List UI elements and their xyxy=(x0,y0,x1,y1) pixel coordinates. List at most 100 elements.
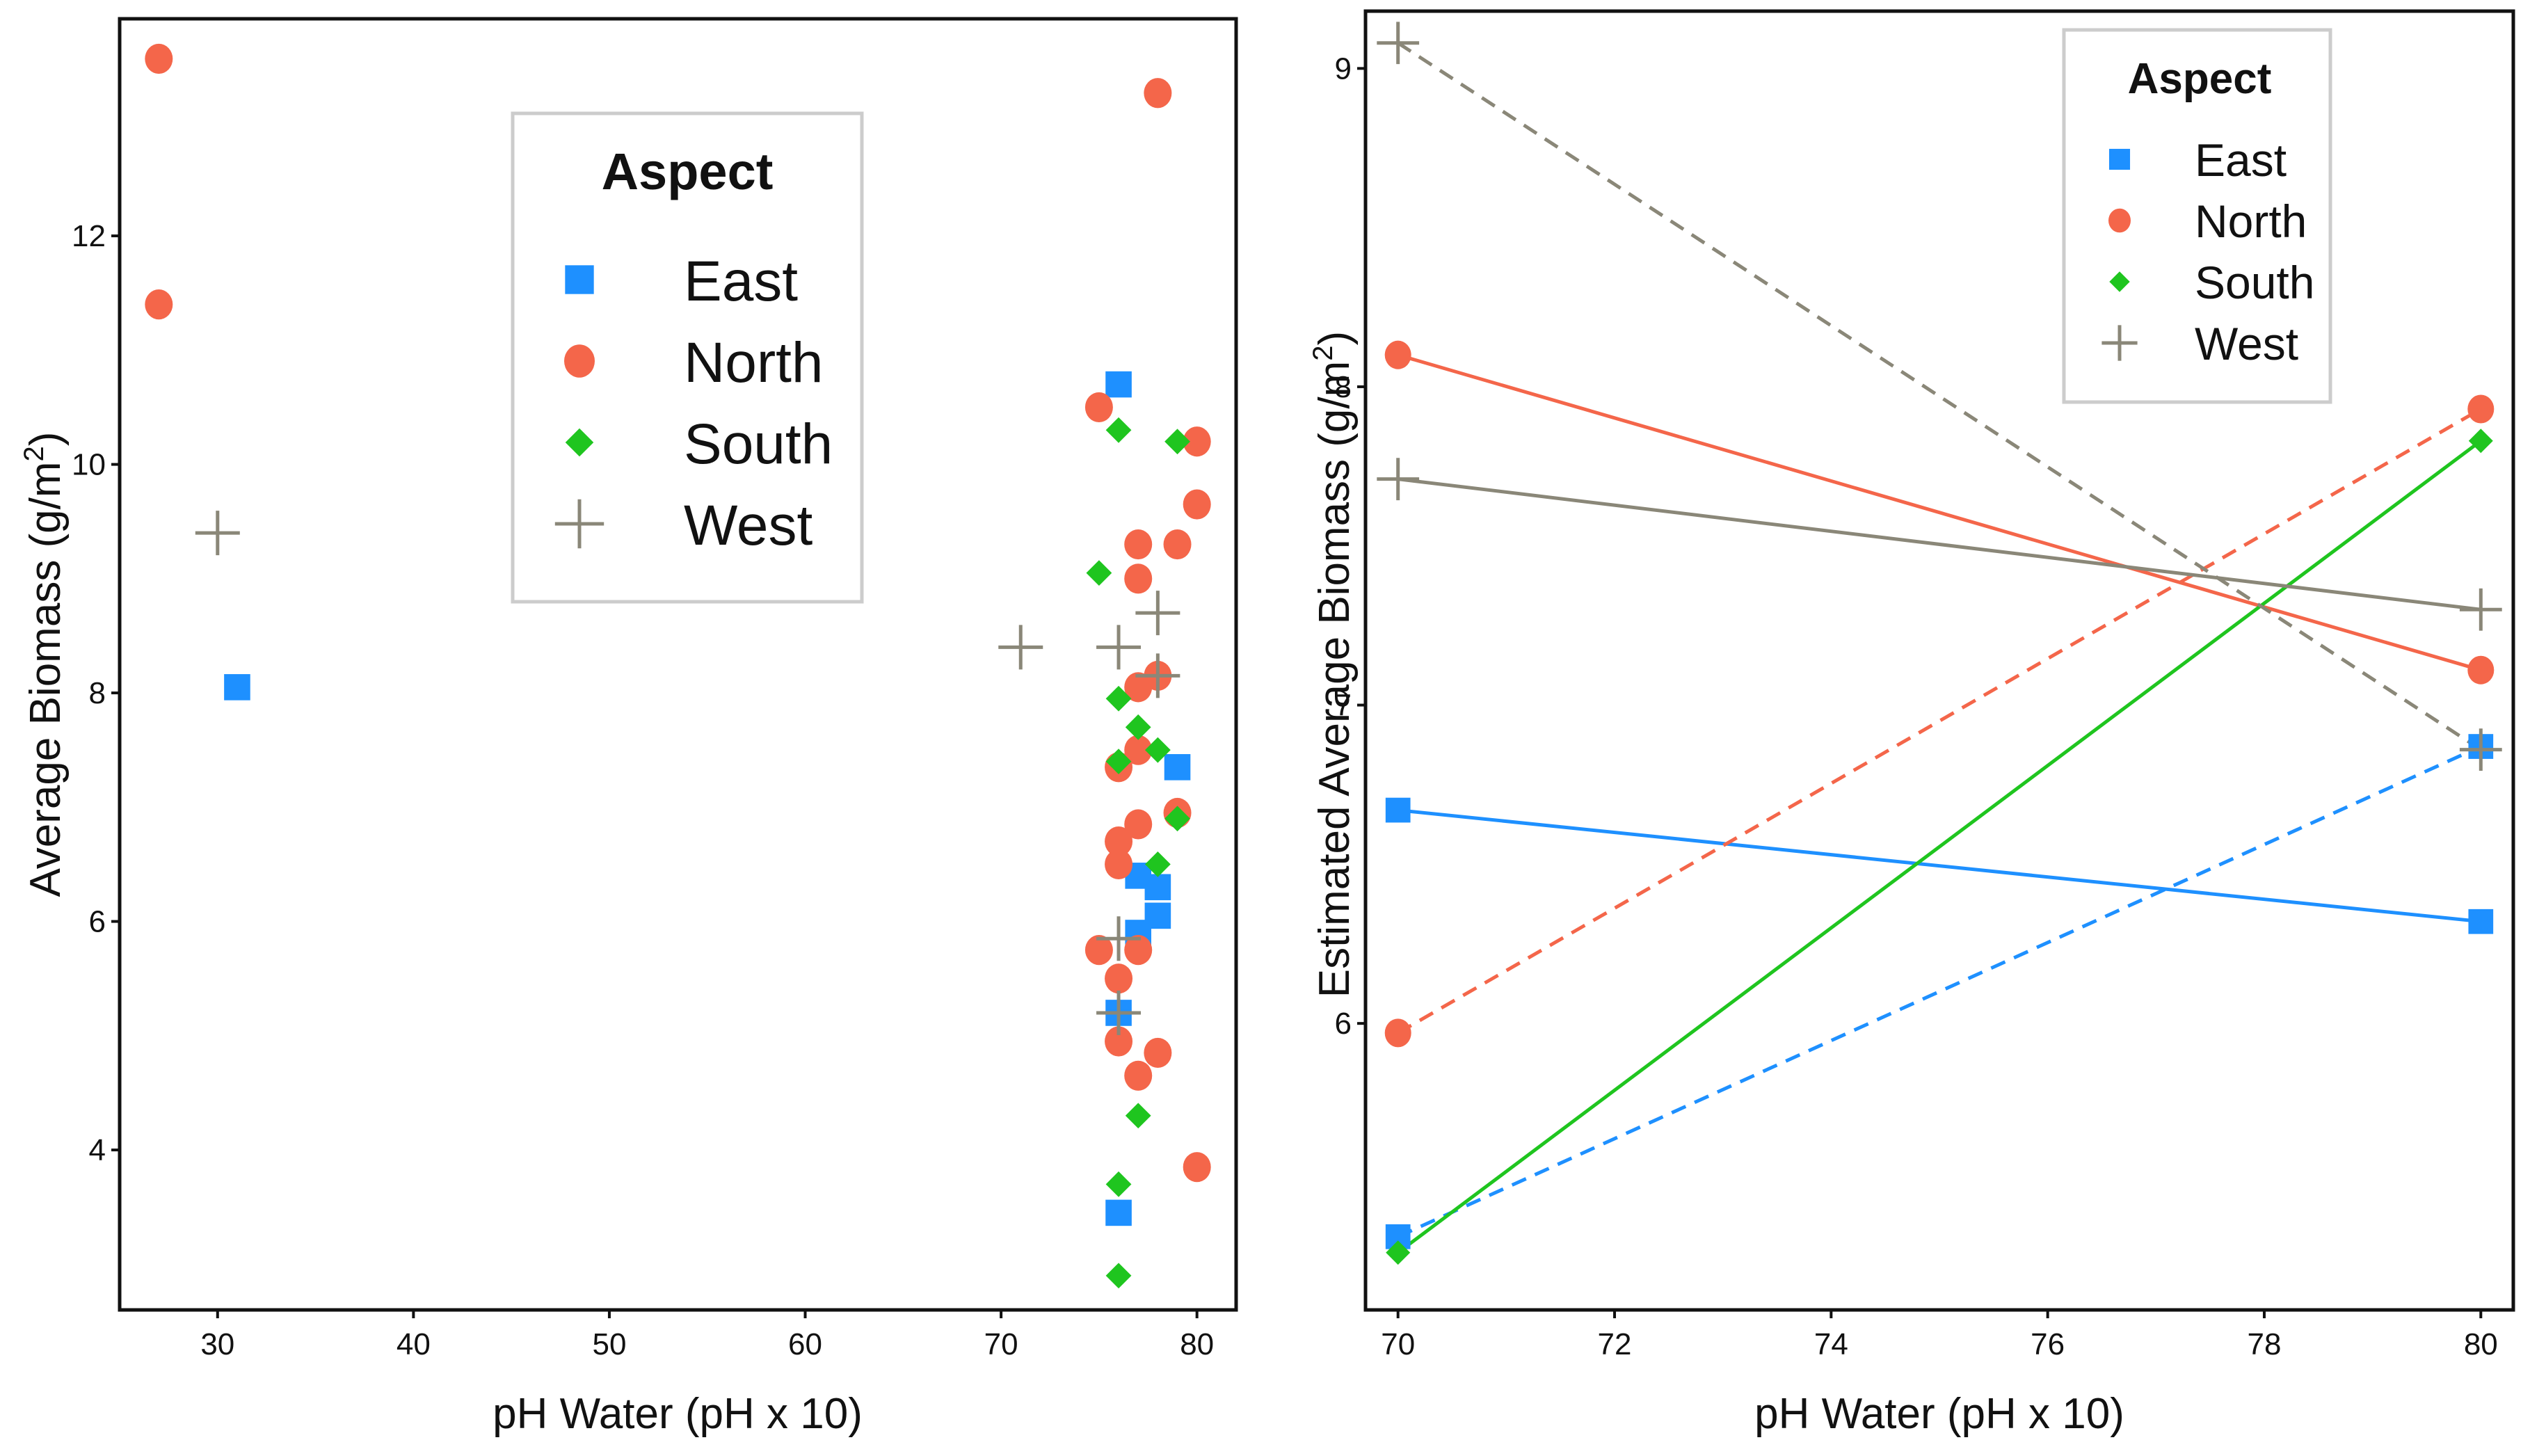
left-y-tick-label: 8 xyxy=(89,676,106,710)
left-point-east xyxy=(1105,1199,1132,1226)
right-y-tick-label: 8 xyxy=(1335,370,1352,404)
left-legend: Aspect East North South West xyxy=(511,111,864,604)
left-legend-label-east: East xyxy=(684,250,798,313)
right-x-tick-label: 76 xyxy=(2031,1327,2065,1361)
right-legend-label-east: East xyxy=(2195,134,2287,186)
right-line-west-dashed xyxy=(1397,41,2482,751)
right-y-axis-title-close: ) xyxy=(1311,331,1359,346)
left-point-south xyxy=(1125,1103,1151,1129)
left-point-south xyxy=(1144,737,1171,763)
left-point-west xyxy=(1096,990,1142,1035)
right-x-tick-label: 70 xyxy=(1381,1327,1415,1361)
left-point-south xyxy=(1164,806,1190,832)
left-point-north xyxy=(1183,426,1211,457)
right-line-south-solid xyxy=(1397,439,2482,1254)
right-legend-key-north xyxy=(2108,208,2131,233)
right-point-west xyxy=(2459,728,2502,771)
right-point-north xyxy=(1384,340,1411,369)
left-x-tick-label: 70 xyxy=(984,1327,1018,1361)
right-legend-key-south xyxy=(2109,271,2130,292)
left-point-north xyxy=(1105,849,1133,880)
left-x-tick-label: 80 xyxy=(1180,1327,1214,1361)
left-point-east xyxy=(224,674,250,701)
left-legend-key-east xyxy=(565,265,594,294)
right-y-tick-label: 7 xyxy=(1335,689,1352,723)
right-x-tick-label: 74 xyxy=(1814,1327,1848,1361)
left-point-south xyxy=(1105,749,1132,775)
left-point-west xyxy=(1135,653,1180,698)
left-y-ticks: 4 6 8 10 12 xyxy=(72,219,120,1167)
right-y-axis-title-text: Estimated Average Biomass (g/m xyxy=(1311,361,1359,998)
left-point-north xyxy=(1105,826,1133,857)
left-y-axis-title-sup: 2 xyxy=(19,446,49,461)
right-point-east xyxy=(2468,909,2494,934)
right-legend-title: Aspect xyxy=(2128,55,2272,103)
right-legend-key-east xyxy=(2108,148,2131,170)
right-line-west-solid xyxy=(1398,477,2481,611)
right-point-north xyxy=(2467,394,2495,424)
left-point-west xyxy=(998,625,1043,670)
right-line-east-solid xyxy=(1398,808,2481,924)
left-point-north xyxy=(1084,935,1113,966)
left-point-north xyxy=(1183,489,1211,520)
left-point-north xyxy=(1163,529,1192,560)
left-legend-title: Aspect xyxy=(602,143,774,200)
left-point-east xyxy=(1144,874,1171,901)
right-line-north-solid xyxy=(1397,353,2482,672)
left-point-north xyxy=(145,289,173,320)
left-point-north xyxy=(1124,735,1153,765)
right-y-tick-label: 9 xyxy=(1335,51,1352,86)
right-y-tick-label: 6 xyxy=(1335,1007,1352,1041)
left-point-north xyxy=(1124,563,1153,594)
left-point-south xyxy=(1105,685,1132,712)
left-point-north xyxy=(1105,1026,1133,1057)
right-legend-label-west: West xyxy=(2195,318,2298,369)
left-point-north xyxy=(1183,1152,1211,1183)
left-point-north xyxy=(1144,1037,1172,1069)
left-point-north xyxy=(1124,1060,1153,1091)
left-x-tick-label: 60 xyxy=(788,1327,822,1361)
right-x-axis-title: pH Water (pH x 10) xyxy=(1754,1390,2124,1438)
right-x-ticks: 70 72 74 76 78 80 xyxy=(1381,1310,2498,1361)
left-point-east xyxy=(1105,371,1132,398)
left-point-south xyxy=(1105,417,1132,443)
right-x-tick-label: 78 xyxy=(2248,1327,2282,1361)
right-point-east xyxy=(1385,797,1411,823)
left-point-west xyxy=(1135,591,1180,636)
left-x-axis-title: pH Water (pH x 10) xyxy=(493,1390,863,1438)
right-point-west xyxy=(1377,458,1420,501)
left-point-west xyxy=(1096,916,1142,961)
right-point-west xyxy=(1377,22,1420,65)
left-point-south xyxy=(1086,560,1112,586)
left-y-tick-label: 4 xyxy=(89,1133,106,1167)
left-point-north xyxy=(1124,809,1153,840)
left-point-north xyxy=(1124,672,1153,703)
right-data-points xyxy=(1377,22,2502,1265)
left-legend-key-north xyxy=(564,344,595,378)
right-legend-label-north: North xyxy=(2195,195,2307,247)
left-legend-key-south xyxy=(565,428,594,457)
left-plot-frame xyxy=(118,17,1238,1312)
left-legend-keys xyxy=(554,265,605,549)
right-y-ticks: 6 7 8 9 xyxy=(1335,51,1366,1041)
right-point-west xyxy=(2459,588,2502,631)
left-x-tick-label: 40 xyxy=(397,1327,431,1361)
left-point-north xyxy=(1084,392,1113,423)
right-y-axis-title-sup: 2 xyxy=(1308,345,1338,360)
right-line-north-dashed xyxy=(1397,407,2482,1035)
left-data-points xyxy=(145,43,1211,1289)
right-legend: Aspect East North South West xyxy=(2062,28,2332,404)
left-point-east xyxy=(1164,754,1191,781)
right-data-lines xyxy=(1397,41,2482,1254)
right-point-south xyxy=(2468,429,2493,454)
left-legend-label-west: West xyxy=(684,494,813,557)
left-legend-label-south: South xyxy=(684,413,833,476)
left-y-axis-title-text: Average Biomass (g/m xyxy=(22,461,70,897)
left-point-north xyxy=(145,43,173,74)
right-x-tick-label: 80 xyxy=(2464,1327,2498,1361)
left-x-tick-label: 50 xyxy=(592,1327,626,1361)
